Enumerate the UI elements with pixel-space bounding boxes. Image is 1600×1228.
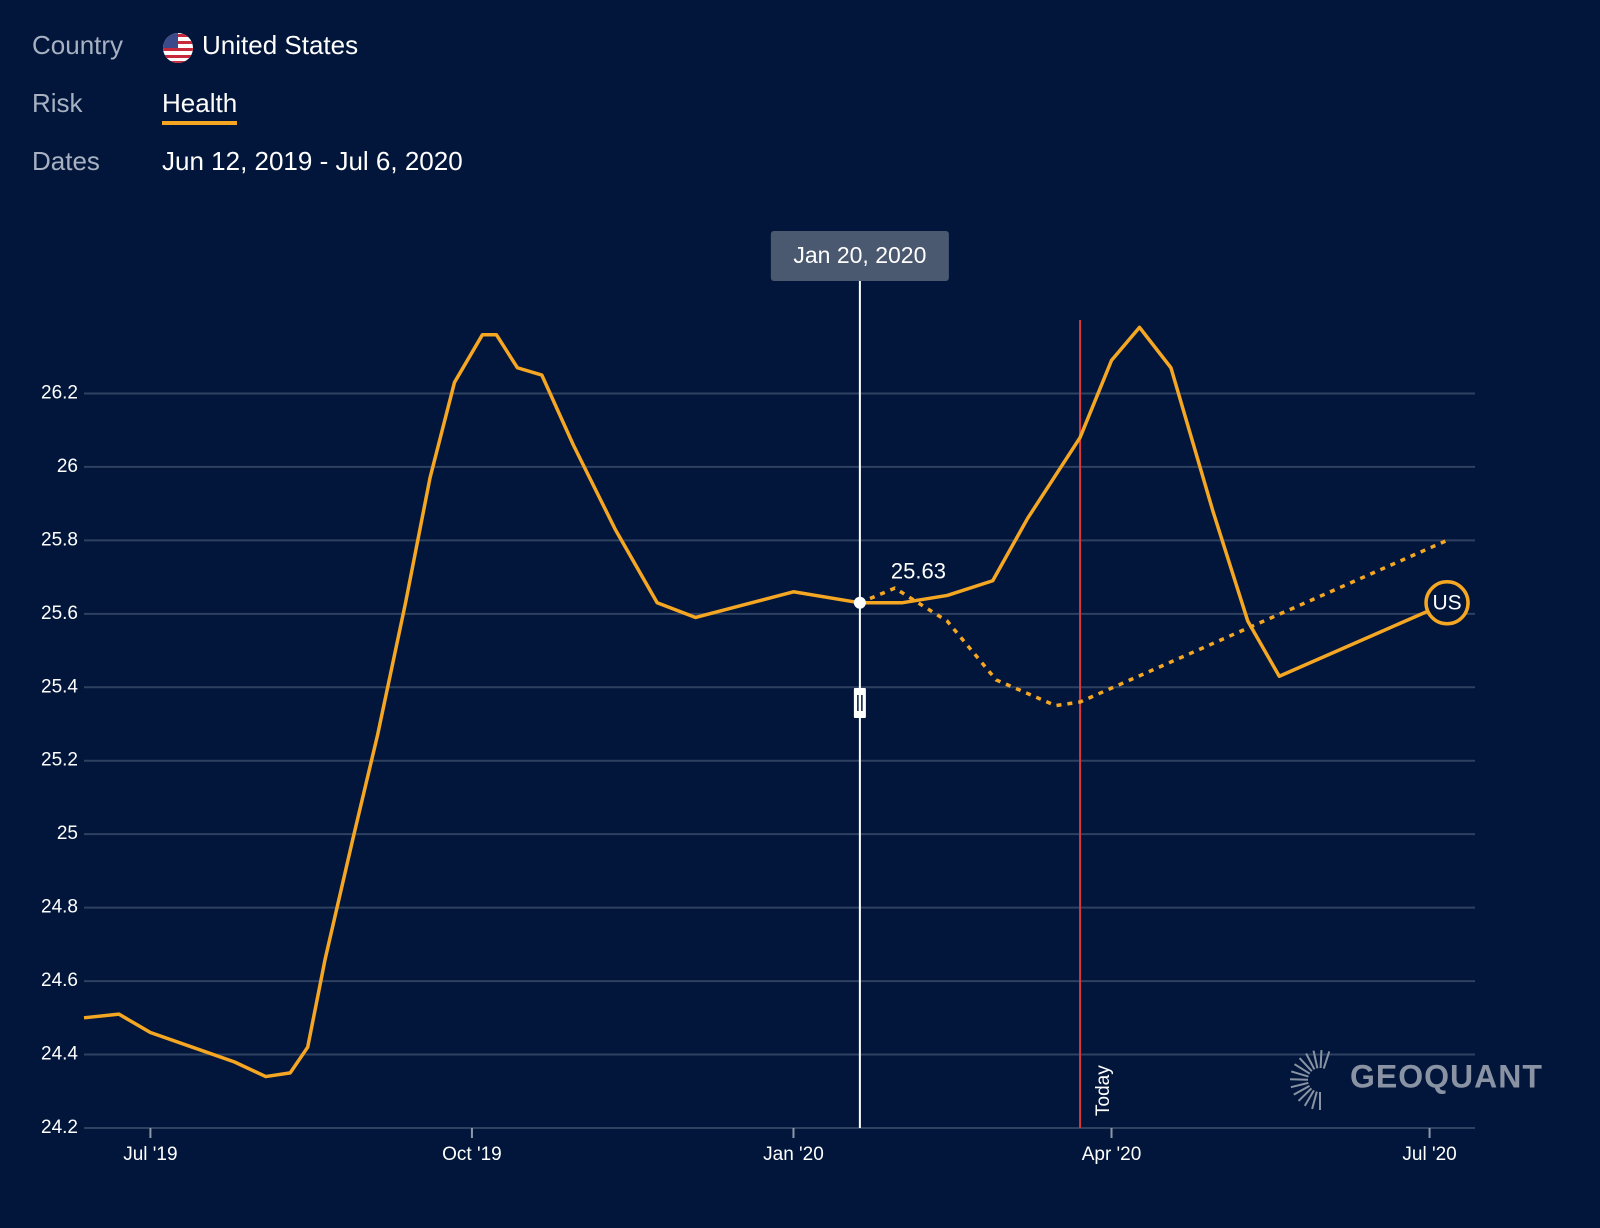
series-line [859, 538, 1448, 708]
end-marker [1424, 580, 1470, 626]
y-tick-label: 26.2 [41, 382, 78, 403]
x-tick-label: Jan '20 [763, 1144, 824, 1165]
y-tick-label: 25.6 [41, 603, 78, 624]
y-tick-label: 26 [57, 456, 78, 477]
x-tick-label: Oct '19 [442, 1144, 502, 1165]
cursor-handle [853, 688, 866, 718]
x-tick-label: Jul '19 [123, 1144, 177, 1165]
today-label: Today [1093, 1065, 1114, 1116]
flag [163, 33, 193, 63]
cursor-point [853, 596, 866, 609]
risk[interactable]: Health [162, 88, 238, 125]
y-tick-label: 25.4 [41, 676, 78, 697]
y-tick-label: 25.8 [41, 529, 78, 550]
x-tick-label: Apr '20 [1082, 1144, 1142, 1165]
x-tick-label: Jul '20 [1402, 1144, 1456, 1165]
y-tick-label: 24.4 [41, 1044, 78, 1065]
y-tick-label: 25.2 [41, 750, 78, 771]
y-tick-label: 24.8 [41, 897, 78, 918]
label: Country [32, 30, 124, 60]
dates[interactable]: Jun 12, 2019 - Jul 6, 2020 [162, 146, 463, 176]
tooltip-label: Jan 20, 2020 [793, 242, 926, 268]
logo-mark [1289, 1049, 1331, 1110]
tooltip-box [770, 231, 949, 281]
y-tick-label: 24.2 [41, 1117, 78, 1138]
y-tick-label: 24.6 [41, 970, 78, 991]
end-label: US [1432, 591, 1461, 614]
y-tick-label: 25 [57, 823, 78, 844]
label: Dates [32, 146, 100, 176]
cursor-value: 25.63 [891, 559, 946, 584]
series-line [83, 325, 1448, 1079]
country[interactable]: United States [202, 30, 359, 60]
label: Risk [32, 88, 83, 118]
watermark: GEOQUANT [1350, 1058, 1543, 1094]
